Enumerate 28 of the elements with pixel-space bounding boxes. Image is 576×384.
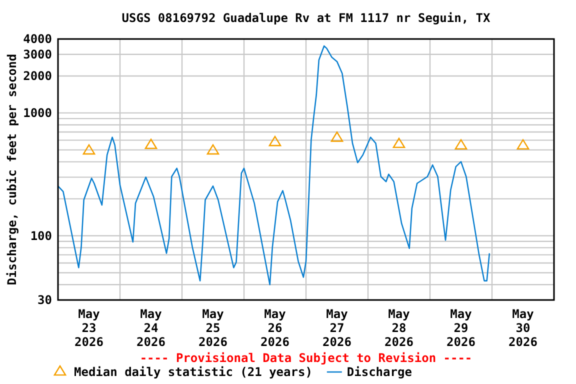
point	[268, 136, 282, 146]
point	[82, 144, 96, 155]
point	[516, 139, 530, 150]
y-tick-label: 2000	[23, 69, 52, 84]
x-tick-label: May 24 2026	[136, 307, 166, 349]
x-tick-label: May 23 2026	[74, 307, 104, 349]
point	[392, 138, 406, 148]
y-tick-label: 1000	[23, 106, 52, 120]
line-series	[57, 45, 490, 286]
point	[454, 139, 468, 150]
point	[144, 138, 158, 150]
x-tick-label: May 26 2026	[260, 307, 290, 349]
x-tick-label: May 29 2026	[446, 307, 476, 349]
x-tick-label: May 25 2026	[198, 307, 228, 349]
y-tick-label: 3000	[23, 48, 52, 62]
point	[330, 132, 344, 142]
y-axis-title: Discharge, cubic feet per second	[5, 54, 19, 286]
x-tick-label: May 27 2026	[322, 307, 352, 349]
point	[206, 144, 220, 155]
chart-title: USGS 08169792 Guadalupe Rv at FM 1117 nr Seguin, TX	[122, 11, 491, 25]
y-tick-label: 100	[30, 228, 52, 243]
legend-label: Discharge	[346, 365, 412, 379]
y-tick-label: 30	[38, 293, 52, 308]
text: ---- Provisional Data Subject to Revision ----	[140, 351, 472, 365]
x-tick-label: May 28 2026	[384, 307, 414, 349]
y-tick-label: 4000	[23, 32, 52, 46]
x-tick-label: May 30 2026	[508, 307, 538, 349]
legend-label: Median daily statistic (21 years)	[74, 365, 312, 379]
